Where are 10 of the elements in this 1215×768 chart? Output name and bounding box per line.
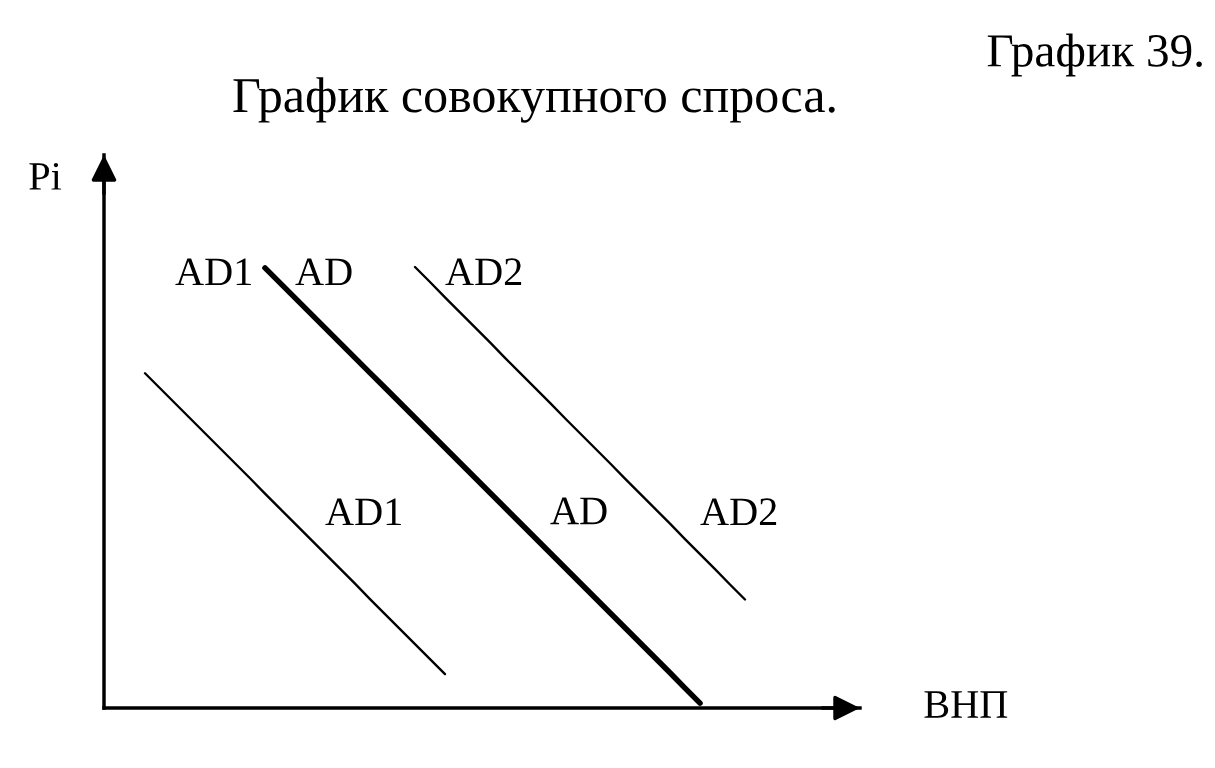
text: AD xyxy=(550,497,607,525)
series-label: AD xyxy=(295,258,352,286)
y-axis-title: Pi xyxy=(29,162,62,190)
text: График 39. xyxy=(987,33,1202,77)
x-axis-title: ВНП xyxy=(924,691,1008,718)
chart-title: График совокупного спроса. xyxy=(233,77,835,123)
text: AD1 xyxy=(175,258,251,286)
series-label: AD2 xyxy=(445,258,522,286)
series-label: AD1 xyxy=(325,498,401,526)
text: AD2 xyxy=(700,498,777,526)
